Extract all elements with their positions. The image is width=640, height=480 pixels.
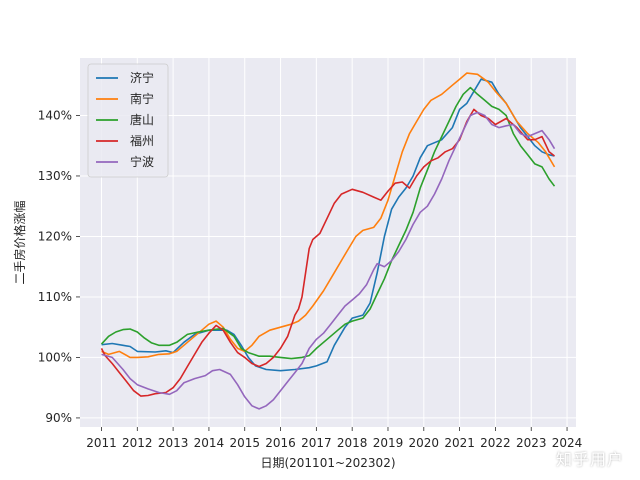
y-tick-label: 120% (38, 229, 72, 243)
watermark: 知乎用户 (555, 450, 624, 469)
y-axis-label: 二手房价格涨幅 (12, 200, 27, 284)
x-tick-label: 2024 (552, 436, 583, 450)
y-tick-label: 130% (38, 169, 72, 183)
x-tick-label: 2016 (265, 436, 296, 450)
x-tick-label: 2011 (86, 436, 117, 450)
y-tick-label: 110% (38, 290, 72, 304)
series-line-宁波 (101, 111, 556, 410)
grid-lines (80, 58, 576, 427)
y-tick-label: 100% (38, 350, 72, 364)
legend-label-福州: 福州 (130, 133, 154, 148)
y-tick-label: 140% (38, 108, 72, 122)
series-lines (100, 72, 556, 410)
series-line-济宁 (101, 78, 555, 372)
legend-label-济宁: 济宁 (130, 70, 154, 85)
y-axis-ticks: 90% 100% 110% 120% 130% 140% (38, 108, 80, 425)
legend-box (87, 63, 169, 178)
x-axis-ticks: 2011 2012 2013 2014 2015 2016 2017 2018 2019 2020… (86, 427, 582, 450)
x-tick-label: 2014 (194, 436, 225, 450)
x-tick-label: 2015 (229, 436, 260, 450)
legend-label-南宁: 南宁 (130, 91, 154, 106)
legend-label-唐山: 唐山 (130, 112, 154, 127)
x-tick-label: 2013 (158, 436, 189, 450)
x-tick-label: 2012 (122, 436, 153, 450)
x-tick-label: 2021 (444, 436, 475, 450)
series-line-南宁 (101, 72, 556, 359)
x-tick-label: 2017 (301, 436, 332, 450)
x-tick-label: 2019 (373, 436, 404, 450)
x-axis-label: 日期(201101~202302) (260, 456, 395, 470)
y-tick-label: 90% (45, 411, 72, 425)
x-tick-label: 2023 (516, 436, 547, 450)
x-tick-label: 2018 (337, 436, 368, 450)
x-tick-label: 2020 (409, 436, 440, 450)
x-tick-label: 2022 (480, 436, 511, 450)
series-line-唐山 (100, 86, 556, 360)
legend-label-宁波: 宁波 (130, 154, 154, 169)
